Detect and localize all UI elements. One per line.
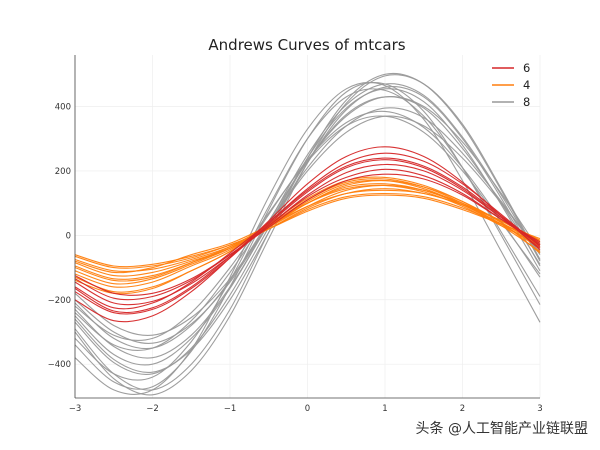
curve-4-7 — [74, 192, 541, 269]
watermark: 头条 @人工智能产业链联盟 — [415, 421, 588, 437]
curve-6-0 — [74, 157, 541, 310]
curve-8-13 — [74, 110, 541, 351]
curve-6-4 — [74, 168, 541, 301]
legend: 6 4 8 — [492, 61, 530, 109]
x-tick-label-6: 3 — [537, 404, 542, 414]
y-tick-label-4: 400 — [55, 103, 71, 113]
curve-8-4 — [74, 115, 541, 336]
x-tick-label-5: 2 — [460, 404, 465, 414]
legend-label-4: 4 — [523, 78, 530, 92]
legend-label-6: 6 — [523, 61, 530, 75]
y-tick-label-2: 0 — [66, 231, 71, 241]
curve-6-5 — [74, 159, 541, 315]
x-tick-label-2: −1 — [224, 404, 237, 414]
curve-4-8 — [74, 176, 541, 295]
curve-8-12 — [74, 81, 541, 396]
curve-6-1 — [74, 152, 541, 314]
curve-8-10 — [74, 86, 541, 374]
curve-4-9 — [74, 184, 541, 282]
curve-8-9 — [74, 107, 541, 344]
x-tick-label-0: −3 — [69, 404, 82, 414]
x-tick-label-1: −2 — [146, 404, 159, 414]
legend-label-8: 8 — [523, 95, 530, 109]
curve-8-11 — [74, 115, 541, 342]
x-tick-label-3: 0 — [305, 404, 310, 414]
curve-6-6 — [74, 173, 541, 296]
y-tick-label-3: 200 — [55, 167, 71, 177]
y-tick-label-1: −200 — [48, 296, 71, 306]
curve-4-10 — [74, 188, 541, 277]
curves — [74, 72, 541, 396]
ticks: −3 −2 −1 0 1 2 3 −400 −200 0 200 400 — [48, 103, 543, 414]
x-tick-label-4: 1 — [382, 404, 387, 414]
y-tick-label-0: −400 — [48, 360, 71, 370]
curve-4-3 — [74, 194, 541, 268]
curve-6-3 — [74, 163, 541, 306]
chart-title: Andrews Curves of mtcars — [208, 36, 405, 54]
curve-6-2 — [74, 146, 541, 323]
grid — [74, 55, 541, 398]
curve-8-1 — [74, 83, 541, 366]
axes — [74, 55, 540, 399]
curve-8-6 — [74, 88, 541, 375]
